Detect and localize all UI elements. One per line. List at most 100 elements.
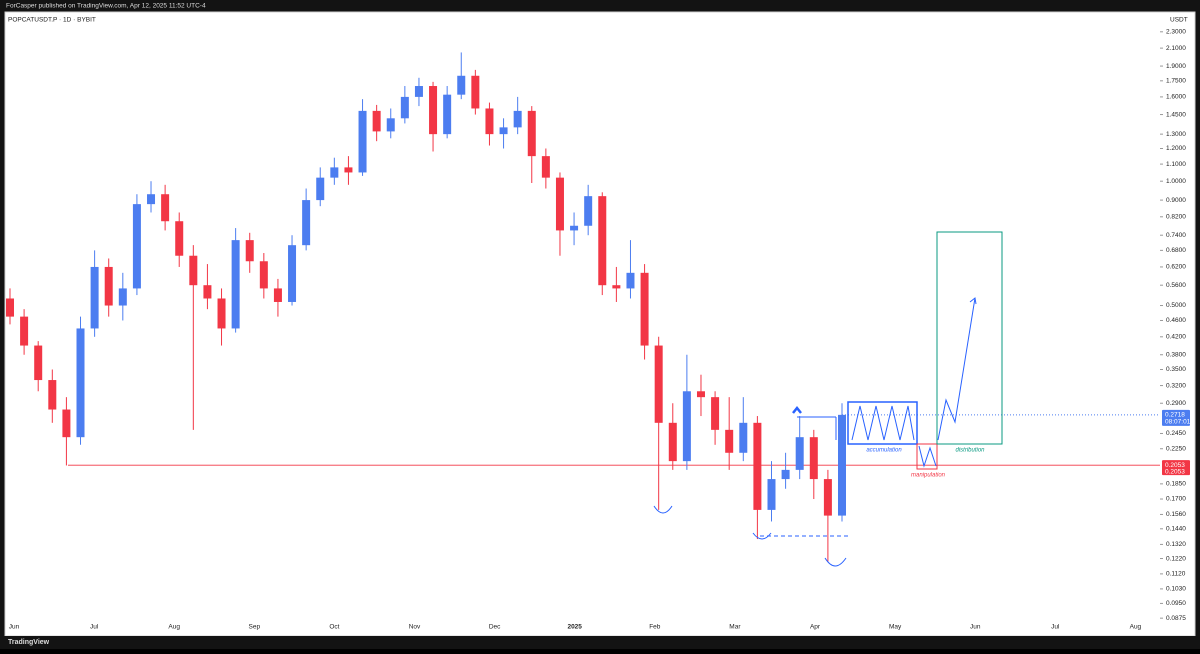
candle-body (302, 200, 311, 246)
candle-body (316, 177, 325, 201)
candle-body (767, 479, 776, 510)
candle-body (147, 194, 156, 205)
candle-body (682, 391, 691, 462)
candle-body (739, 422, 748, 453)
candle-body (386, 118, 395, 132)
y-tick-label: 0.9000 (1166, 197, 1186, 204)
annotation-label: accumulation (866, 448, 902, 454)
candle-body (203, 285, 212, 299)
candle-body (414, 86, 423, 97)
y-tick-label: 0.2900 (1166, 400, 1186, 407)
annotation-label: manipulation (911, 473, 946, 479)
footer-bar (0, 636, 1200, 649)
x-tick-label: Feb (649, 624, 661, 631)
candle-body (76, 328, 85, 438)
y-tick-label: 2.1000 (1166, 45, 1186, 52)
y-tick-label: 0.1850 (1166, 481, 1186, 488)
y-tick-label: 1.6000 (1166, 94, 1186, 101)
candle-body (6, 298, 14, 317)
candle-body (513, 110, 522, 128)
y-tick-label: 0.8200 (1166, 214, 1186, 221)
y-tick-label: 0.4600 (1166, 317, 1186, 324)
drawings (653, 231, 1003, 567)
y-tick-label: 1.2000 (1166, 145, 1186, 152)
x-tick-label: Jul (1051, 624, 1060, 631)
x-tick-label: Jun (970, 624, 981, 631)
candle-body (48, 380, 57, 410)
last-price-tag (1162, 409, 1190, 426)
candle-body (20, 316, 29, 346)
annotation-label: distribution (955, 448, 985, 454)
y-tick-label: 0.3800 (1166, 351, 1186, 358)
candle-body (654, 345, 663, 423)
projection-path (937, 297, 976, 441)
candle-body (273, 288, 282, 302)
candle-body (584, 196, 593, 226)
candle-body (62, 409, 71, 438)
candle-body (555, 177, 564, 231)
candle-body (725, 429, 734, 453)
x-tick-label: 2025 (567, 624, 582, 631)
y-tick-label: 0.1700 (1166, 496, 1186, 503)
level-label: 0.2053 (1165, 468, 1185, 475)
footer-brand: TradingView (8, 639, 50, 646)
level-tag (1162, 460, 1190, 476)
candle-body (443, 94, 452, 135)
y-tick-label: 0.1440 (1166, 526, 1186, 533)
y-tick-label: 0.1120 (1166, 571, 1186, 578)
candle-body (189, 255, 198, 286)
manipulation-zigzag (918, 445, 937, 468)
y-tick-label: 0.1320 (1166, 541, 1186, 548)
candle-body (696, 391, 705, 398)
y-tick-label: 0.5600 (1166, 282, 1186, 289)
candle-body (668, 422, 677, 462)
candle-body (104, 266, 113, 306)
x-tick-label: Nov (409, 624, 421, 631)
y-tick-label: 0.1030 (1166, 586, 1186, 593)
candle-body (640, 272, 649, 346)
y-tick-label: 0.2250 (1166, 445, 1186, 452)
y-tick-label: 2.3000 (1166, 29, 1186, 36)
y-tick-label: 1.7500 (1166, 78, 1186, 85)
candle-body (288, 245, 297, 302)
candle-body (132, 204, 141, 289)
y-tick-label: 0.0875 (1166, 615, 1186, 622)
y-tick-label: 0.7400 (1166, 232, 1186, 239)
x-tick-label: May (889, 624, 902, 631)
candle-body (344, 167, 353, 173)
x-tick-label: Dec (489, 624, 501, 631)
candle-body (485, 108, 494, 135)
y-tick-label: 0.3500 (1166, 366, 1186, 373)
manipulation-box (916, 443, 938, 470)
distribution-box (936, 231, 1003, 445)
level-label: 0.2053 (1165, 462, 1185, 469)
candle-body (457, 75, 466, 95)
y-tick-label: 0.6800 (1166, 247, 1186, 254)
y-tick-label: 0.2450 (1166, 430, 1186, 437)
candle-body (626, 272, 635, 289)
y-tick-label: 1.4500 (1166, 111, 1186, 118)
y-tick-label: 0.6200 (1166, 264, 1186, 271)
accumulation-box (847, 401, 918, 445)
candle-body (753, 422, 762, 510)
candle-body (838, 414, 846, 516)
y-unit: USDT (1170, 17, 1188, 24)
candle-body (372, 110, 381, 132)
last-price-label: 0.2718 (1165, 412, 1185, 419)
y-tick-label: 1.0000 (1166, 178, 1186, 185)
chart-frame (4, 11, 1196, 637)
candle-body (570, 225, 579, 231)
y-tick-label: 1.9000 (1166, 63, 1186, 70)
candle-body (795, 437, 804, 470)
y-tick-label: 0.1220 (1166, 555, 1186, 562)
chart-title: POPCATUSDT.P · 1D · BYBIT (8, 17, 96, 24)
candle-body (711, 397, 720, 430)
header-text: ForCasper published on TradingView.com, … (6, 3, 206, 10)
x-tick-label: Aug (168, 624, 180, 631)
candle-body (217, 298, 226, 329)
candle-body (823, 479, 832, 516)
candle-body (259, 261, 268, 289)
y-tick-label: 1.1000 (1166, 161, 1186, 168)
candle-body (400, 96, 409, 119)
